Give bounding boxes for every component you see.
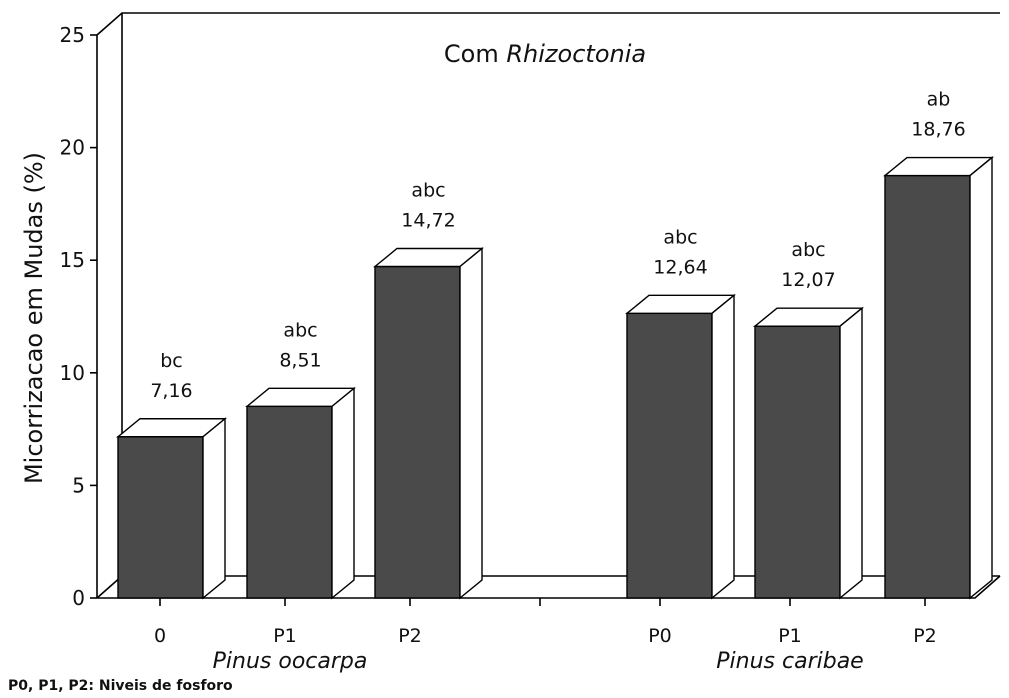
footnote: P0, P1, P2: Niveis de fosforo	[8, 678, 233, 694]
y-tick-label: 10	[60, 361, 85, 385]
bar-side	[711, 293, 735, 600]
y-tick-label: 20	[60, 136, 85, 160]
title-text: Com	[444, 40, 499, 68]
y-axis-label: Micorrizacao em Mudas (%)	[20, 152, 48, 484]
x-tick-label: P2	[398, 625, 422, 647]
wall-edge	[96, 13, 1000, 599]
title-italic: Rhizoctonia	[506, 40, 646, 68]
value-label: 12,64	[653, 256, 707, 278]
value-label: 7,16	[150, 380, 192, 402]
bar	[117, 436, 204, 599]
y-tick-label: 15	[60, 248, 85, 272]
y-tick-label: 5	[72, 473, 85, 497]
bar	[754, 325, 841, 599]
bar	[884, 174, 971, 599]
x-tick-label: P1	[778, 625, 802, 647]
back-wall	[96, 12, 1000, 598]
bar-side	[331, 386, 355, 600]
letter-label: abc	[663, 226, 697, 248]
value-label: 12,07	[781, 269, 835, 291]
letter-label: ab	[927, 89, 951, 111]
bar-side	[459, 247, 483, 600]
value-label: 8,51	[279, 349, 321, 371]
group-label: Pinus oocarpa	[213, 649, 368, 674]
bar	[374, 265, 461, 599]
group-label: Pinus caribae	[716, 649, 863, 674]
x-tick-label: P0	[648, 625, 672, 647]
floor	[97, 575, 1001, 599]
y-tick-label: 25	[60, 23, 85, 47]
y-tick-label: 0	[72, 586, 85, 610]
value-label: 14,72	[401, 210, 455, 232]
x-tick-label: P1	[273, 625, 297, 647]
letter-label: bc	[160, 350, 183, 372]
letter-label: abc	[791, 239, 825, 261]
bar-side	[839, 306, 863, 600]
letter-label: abc	[283, 319, 317, 341]
bar-side	[202, 417, 226, 600]
value-label: 18,76	[911, 119, 965, 141]
bar-side	[969, 156, 993, 600]
chart-title: Com Rhizoctonia	[444, 40, 646, 68]
bar	[626, 312, 713, 599]
x-tick-label: P2	[913, 625, 937, 647]
bar	[246, 405, 333, 599]
letter-label: abc	[411, 180, 445, 202]
x-tick-label: 0	[154, 625, 166, 647]
